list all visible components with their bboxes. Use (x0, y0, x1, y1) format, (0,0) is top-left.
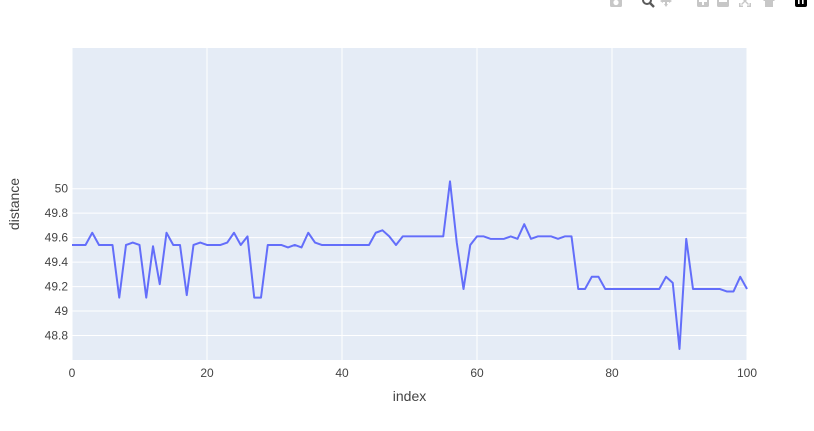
y-tick-label: 49.2 (45, 280, 69, 294)
y-tick-label: 50 (55, 182, 69, 196)
x-axis-title: index (393, 388, 426, 404)
home-icon[interactable] (762, 0, 776, 8)
series-group (72, 180, 748, 350)
x-tick-label: 100 (737, 366, 757, 380)
plot-area (72, 48, 747, 360)
y-tick-label: 48.8 (45, 329, 69, 343)
x-tick-label: 80 (605, 366, 619, 380)
modebar (604, 0, 814, 12)
camera-icon[interactable] (609, 0, 623, 8)
zoom-out-icon[interactable] (716, 0, 730, 8)
x-axis-ticks: 0 20 40 60 80 100 (69, 366, 758, 380)
x-grid (71, 48, 748, 360)
series-line-0 (72, 180, 748, 350)
y-axis-title: distance (6, 178, 22, 230)
zoom-in-icon[interactable] (696, 0, 710, 8)
zoom-icon[interactable] (641, 0, 655, 8)
plotly-logo-icon[interactable] (794, 0, 808, 8)
pan-icon[interactable] (659, 0, 673, 8)
x-tick-label: 60 (470, 366, 484, 380)
y-grid (72, 188, 747, 337)
y-tick-label: 49 (55, 304, 69, 318)
y-tick-label: 49.4 (45, 255, 69, 269)
y-axis-ticks: 48.8 49 49.2 49.4 49.6 49.8 50 (45, 182, 69, 343)
x-tick-label: 40 (335, 366, 349, 380)
x-tick-label: 0 (69, 366, 76, 380)
y-tick-label: 49.8 (45, 206, 69, 220)
y-tick-label: 49.6 (45, 231, 69, 245)
autoscale-icon[interactable] (738, 0, 752, 8)
x-tick-label: 20 (200, 366, 214, 380)
